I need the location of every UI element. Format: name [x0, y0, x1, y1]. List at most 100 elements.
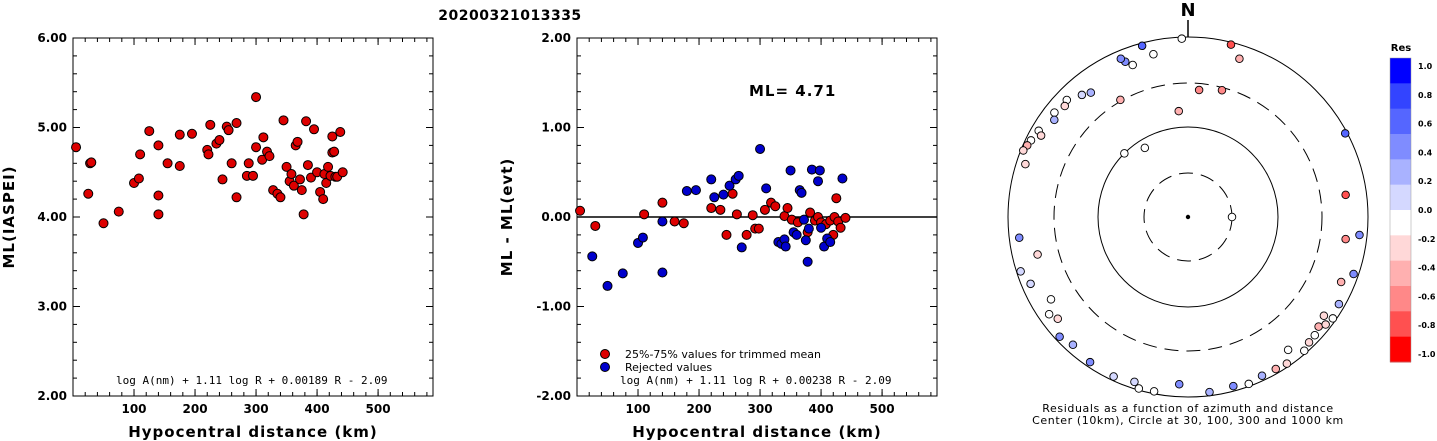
data-point: [639, 209, 650, 220]
plot-area-1: [72, 37, 434, 397]
station-marker: [1050, 115, 1059, 125]
colorbar-tick-label: -0.8: [1418, 321, 1436, 330]
data-point: [98, 218, 109, 229]
data-point: [814, 165, 825, 176]
data-point: [759, 204, 770, 215]
data-point: [657, 197, 668, 208]
data-point: [281, 161, 292, 172]
station-marker: [1149, 50, 1158, 59]
data-point: [709, 192, 720, 203]
data-point: [785, 165, 796, 176]
data-point: [153, 209, 164, 220]
data-point: [144, 126, 155, 137]
data-point: [721, 229, 732, 240]
data-point: [837, 173, 848, 184]
colorbar-swatch: [1390, 311, 1411, 338]
data-point: [669, 216, 680, 227]
station-marker: [1229, 381, 1238, 391]
colorbar-tick-label: 0.2: [1418, 177, 1432, 186]
data-point: [298, 209, 309, 220]
data-point: [217, 174, 228, 185]
data-point: [133, 173, 144, 184]
station-marker: [1068, 340, 1078, 350]
data-point: [831, 193, 842, 204]
colorbar-tick-label: 0.8: [1418, 91, 1433, 100]
station-marker: [1340, 129, 1350, 138]
data-point: [337, 167, 348, 178]
station-marker: [1021, 159, 1030, 169]
data-point: [587, 251, 598, 262]
data-point: [258, 132, 269, 143]
data-point: [71, 142, 82, 153]
station-marker: [1336, 277, 1346, 287]
x-tick-label: 300: [748, 402, 773, 416]
data-point: [803, 223, 814, 234]
data-point: [231, 192, 242, 203]
y-tick-label: 2.00: [37, 389, 67, 403]
data-point: [575, 205, 586, 216]
colorbar-swatch: [1390, 235, 1411, 262]
x-tick-label: 500: [366, 402, 391, 416]
x-tick-label: 500: [870, 402, 895, 416]
data-point: [135, 149, 146, 160]
x-tick-label: 400: [809, 402, 834, 416]
data-point: [747, 210, 758, 221]
data-point: [288, 180, 299, 191]
station-marker: [1310, 330, 1320, 340]
station-marker: [1149, 387, 1159, 396]
station-marker: [1217, 85, 1227, 95]
formula-label: log A(nm) + 1.11 log R + 0.00189 R - 2.0…: [116, 374, 388, 387]
station-marker: [1226, 40, 1236, 49]
colorbar-swatch: [1390, 83, 1411, 110]
colorbar-tick-label: 0.4: [1418, 148, 1433, 157]
station-marker: [1050, 108, 1059, 117]
data-point: [718, 189, 729, 200]
colorbar-tick-label: 0.0: [1418, 206, 1433, 215]
station-marker: [1283, 345, 1293, 355]
x-tick-label: 200: [687, 402, 712, 416]
station-marker: [1109, 372, 1118, 381]
data-point: [825, 237, 836, 248]
data-point: [286, 169, 297, 180]
station-marker: [1227, 212, 1237, 222]
station-marker: [1328, 314, 1338, 323]
data-point: [715, 204, 726, 215]
colorbar-swatch: [1390, 134, 1411, 160]
data-point: [681, 186, 692, 197]
station-marker: [1341, 190, 1350, 200]
data-point: [678, 218, 689, 229]
station-marker: [1304, 338, 1314, 347]
x-tick-label: 100: [625, 402, 650, 416]
data-point: [840, 212, 851, 223]
station-marker: [1019, 146, 1028, 155]
chart-ml-vs-distance: 2.00 3.00 4.00 5.00 6.00 100 200 300 400 500 log …: [0, 31, 434, 441]
data-point: [174, 129, 185, 140]
data-point: [657, 216, 668, 227]
data-point: [800, 235, 811, 246]
station-marker: [1015, 233, 1024, 242]
station-marker: [1016, 267, 1025, 276]
colorbar-swatch: [1390, 108, 1411, 135]
station-marker: [1128, 60, 1137, 70]
data-point: [782, 203, 793, 214]
chart-residual-vs-distance: -2.00 -1.00 0.00 1.00 2.00 100 200 300 400 500 ML…: [498, 31, 938, 441]
station-marker: [1314, 322, 1323, 331]
station-marker: [1046, 295, 1056, 304]
caption-line-1: Residuals as a function of azimuth and d…: [1042, 402, 1333, 415]
station-marker: [1055, 332, 1064, 341]
station-marker: [1137, 41, 1147, 51]
station-marker: [1349, 269, 1358, 279]
data-point: [753, 223, 764, 234]
station-marker: [1319, 311, 1329, 320]
x-tick-label: 300: [244, 402, 269, 416]
data-point: [835, 222, 846, 233]
y-tick-label: -1.00: [536, 300, 571, 314]
data-point: [203, 149, 214, 160]
station-marker: [1257, 371, 1267, 380]
data-point: [816, 222, 827, 233]
y-axis-label-2: ML - ML(evt): [498, 158, 516, 276]
ml-annotation: ML= 4.71: [749, 82, 836, 100]
station-marker: [1044, 309, 1054, 319]
data-point: [275, 192, 286, 203]
